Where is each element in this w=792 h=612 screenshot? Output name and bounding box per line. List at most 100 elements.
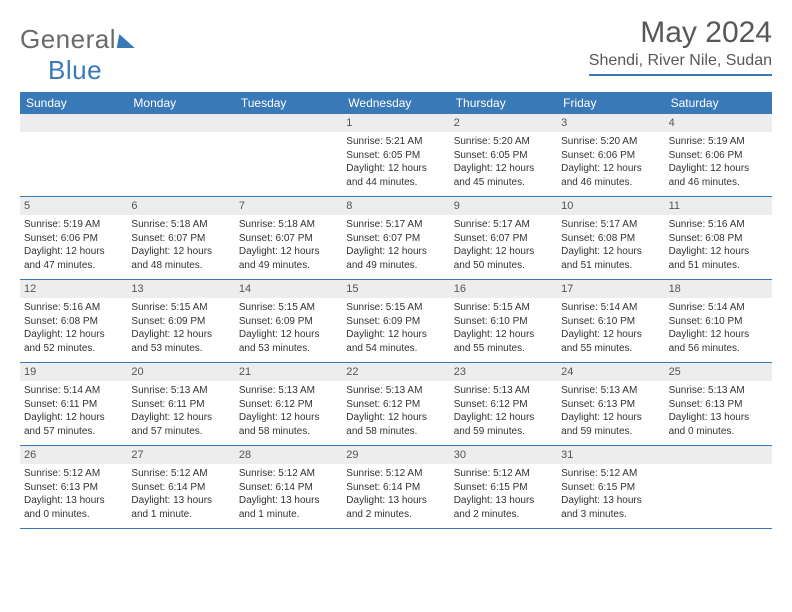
day-number: 7	[235, 197, 342, 215]
day-details: Sunrise: 5:12 AMSunset: 6:15 PMDaylight:…	[557, 464, 664, 527]
day-number: 31	[557, 446, 664, 464]
calendar-cell: 26Sunrise: 5:12 AMSunset: 6:13 PMDayligh…	[20, 446, 127, 528]
calendar-cell-empty	[127, 114, 234, 196]
day-number	[665, 446, 772, 464]
day-number: 28	[235, 446, 342, 464]
day-number: 21	[235, 363, 342, 381]
day-details	[127, 132, 234, 155]
day-details: Sunrise: 5:19 AMSunset: 6:06 PMDaylight:…	[20, 215, 127, 278]
day-number: 18	[665, 280, 772, 298]
day-number: 20	[127, 363, 234, 381]
day-details: Sunrise: 5:12 AMSunset: 6:13 PMDaylight:…	[20, 464, 127, 527]
day-details	[20, 132, 127, 155]
day-details: Sunrise: 5:17 AMSunset: 6:07 PMDaylight:…	[450, 215, 557, 278]
day-number: 9	[450, 197, 557, 215]
calendar-week: 5Sunrise: 5:19 AMSunset: 6:06 PMDaylight…	[20, 197, 772, 280]
calendar-week: 26Sunrise: 5:12 AMSunset: 6:13 PMDayligh…	[20, 446, 772, 529]
location-label: Shendi, River Nile, Sudan	[589, 52, 772, 76]
day-number	[20, 114, 127, 132]
day-number: 19	[20, 363, 127, 381]
weekday-label: Tuesday	[235, 92, 342, 114]
day-number: 13	[127, 280, 234, 298]
calendar-cell: 9Sunrise: 5:17 AMSunset: 6:07 PMDaylight…	[450, 197, 557, 279]
day-details: Sunrise: 5:12 AMSunset: 6:14 PMDaylight:…	[235, 464, 342, 527]
calendar-cell: 10Sunrise: 5:17 AMSunset: 6:08 PMDayligh…	[557, 197, 664, 279]
calendar-grid: 1Sunrise: 5:21 AMSunset: 6:05 PMDaylight…	[20, 114, 772, 529]
calendar-cell: 17Sunrise: 5:14 AMSunset: 6:10 PMDayligh…	[557, 280, 664, 362]
day-number: 10	[557, 197, 664, 215]
day-details: Sunrise: 5:16 AMSunset: 6:08 PMDaylight:…	[20, 298, 127, 361]
calendar-cell: 14Sunrise: 5:15 AMSunset: 6:09 PMDayligh…	[235, 280, 342, 362]
day-details: Sunrise: 5:16 AMSunset: 6:08 PMDaylight:…	[665, 215, 772, 278]
day-details: Sunrise: 5:20 AMSunset: 6:06 PMDaylight:…	[557, 132, 664, 195]
calendar-cell: 31Sunrise: 5:12 AMSunset: 6:15 PMDayligh…	[557, 446, 664, 528]
day-details: Sunrise: 5:13 AMSunset: 6:12 PMDaylight:…	[450, 381, 557, 444]
calendar-cell: 30Sunrise: 5:12 AMSunset: 6:15 PMDayligh…	[450, 446, 557, 528]
day-number: 8	[342, 197, 449, 215]
weekday-label: Wednesday	[342, 92, 449, 114]
day-number: 25	[665, 363, 772, 381]
day-details: Sunrise: 5:15 AMSunset: 6:09 PMDaylight:…	[127, 298, 234, 361]
brand-logo: General Blue	[20, 24, 136, 86]
calendar-cell: 7Sunrise: 5:18 AMSunset: 6:07 PMDaylight…	[235, 197, 342, 279]
day-number: 5	[20, 197, 127, 215]
calendar-cell: 19Sunrise: 5:14 AMSunset: 6:11 PMDayligh…	[20, 363, 127, 445]
weekday-label: Sunday	[20, 92, 127, 114]
calendar-week: 12Sunrise: 5:16 AMSunset: 6:08 PMDayligh…	[20, 280, 772, 363]
day-number	[235, 114, 342, 132]
day-number: 22	[342, 363, 449, 381]
calendar-cell-empty	[20, 114, 127, 196]
day-details: Sunrise: 5:17 AMSunset: 6:08 PMDaylight:…	[557, 215, 664, 278]
day-number: 24	[557, 363, 664, 381]
calendar-week: 1Sunrise: 5:21 AMSunset: 6:05 PMDaylight…	[20, 114, 772, 197]
calendar-cell: 29Sunrise: 5:12 AMSunset: 6:14 PMDayligh…	[342, 446, 449, 528]
calendar-cell: 22Sunrise: 5:13 AMSunset: 6:12 PMDayligh…	[342, 363, 449, 445]
calendar-cell: 4Sunrise: 5:19 AMSunset: 6:06 PMDaylight…	[665, 114, 772, 196]
weekday-label: Thursday	[450, 92, 557, 114]
day-details: Sunrise: 5:18 AMSunset: 6:07 PMDaylight:…	[127, 215, 234, 278]
day-number: 12	[20, 280, 127, 298]
calendar-cell: 1Sunrise: 5:21 AMSunset: 6:05 PMDaylight…	[342, 114, 449, 196]
day-number: 6	[127, 197, 234, 215]
day-details: Sunrise: 5:19 AMSunset: 6:06 PMDaylight:…	[665, 132, 772, 195]
calendar-cell: 27Sunrise: 5:12 AMSunset: 6:14 PMDayligh…	[127, 446, 234, 528]
calendar-cell: 8Sunrise: 5:17 AMSunset: 6:07 PMDaylight…	[342, 197, 449, 279]
day-number: 14	[235, 280, 342, 298]
day-details: Sunrise: 5:21 AMSunset: 6:05 PMDaylight:…	[342, 132, 449, 195]
day-number: 3	[557, 114, 664, 132]
day-details: Sunrise: 5:13 AMSunset: 6:12 PMDaylight:…	[342, 381, 449, 444]
day-number: 23	[450, 363, 557, 381]
day-details: Sunrise: 5:13 AMSunset: 6:11 PMDaylight:…	[127, 381, 234, 444]
calendar-week: 19Sunrise: 5:14 AMSunset: 6:11 PMDayligh…	[20, 363, 772, 446]
day-details: Sunrise: 5:15 AMSunset: 6:09 PMDaylight:…	[235, 298, 342, 361]
day-details	[665, 464, 772, 487]
calendar-cell: 25Sunrise: 5:13 AMSunset: 6:13 PMDayligh…	[665, 363, 772, 445]
calendar-cell: 28Sunrise: 5:12 AMSunset: 6:14 PMDayligh…	[235, 446, 342, 528]
brand-part2: Blue	[48, 55, 102, 85]
day-details: Sunrise: 5:13 AMSunset: 6:13 PMDaylight:…	[665, 381, 772, 444]
brand-text: General Blue	[20, 24, 136, 86]
day-number: 27	[127, 446, 234, 464]
brand-part1: General	[20, 24, 116, 54]
day-details: Sunrise: 5:12 AMSunset: 6:14 PMDaylight:…	[342, 464, 449, 527]
calendar-cell: 20Sunrise: 5:13 AMSunset: 6:11 PMDayligh…	[127, 363, 234, 445]
header: General Blue May 2024 Shendi, River Nile…	[20, 16, 772, 86]
calendar-cell: 5Sunrise: 5:19 AMSunset: 6:06 PMDaylight…	[20, 197, 127, 279]
title-block: May 2024 Shendi, River Nile, Sudan	[589, 16, 772, 76]
day-details: Sunrise: 5:15 AMSunset: 6:09 PMDaylight:…	[342, 298, 449, 361]
day-details: Sunrise: 5:20 AMSunset: 6:05 PMDaylight:…	[450, 132, 557, 195]
day-number: 30	[450, 446, 557, 464]
day-number	[127, 114, 234, 132]
day-details	[235, 132, 342, 155]
calendar-cell-empty	[665, 446, 772, 528]
day-details: Sunrise: 5:12 AMSunset: 6:14 PMDaylight:…	[127, 464, 234, 527]
weekday-label: Friday	[557, 92, 664, 114]
day-number: 2	[450, 114, 557, 132]
calendar-cell: 24Sunrise: 5:13 AMSunset: 6:13 PMDayligh…	[557, 363, 664, 445]
day-details: Sunrise: 5:12 AMSunset: 6:15 PMDaylight:…	[450, 464, 557, 527]
calendar-cell: 2Sunrise: 5:20 AMSunset: 6:05 PMDaylight…	[450, 114, 557, 196]
day-details: Sunrise: 5:13 AMSunset: 6:12 PMDaylight:…	[235, 381, 342, 444]
day-details: Sunrise: 5:15 AMSunset: 6:10 PMDaylight:…	[450, 298, 557, 361]
calendar-cell: 6Sunrise: 5:18 AMSunset: 6:07 PMDaylight…	[127, 197, 234, 279]
day-details: Sunrise: 5:17 AMSunset: 6:07 PMDaylight:…	[342, 215, 449, 278]
